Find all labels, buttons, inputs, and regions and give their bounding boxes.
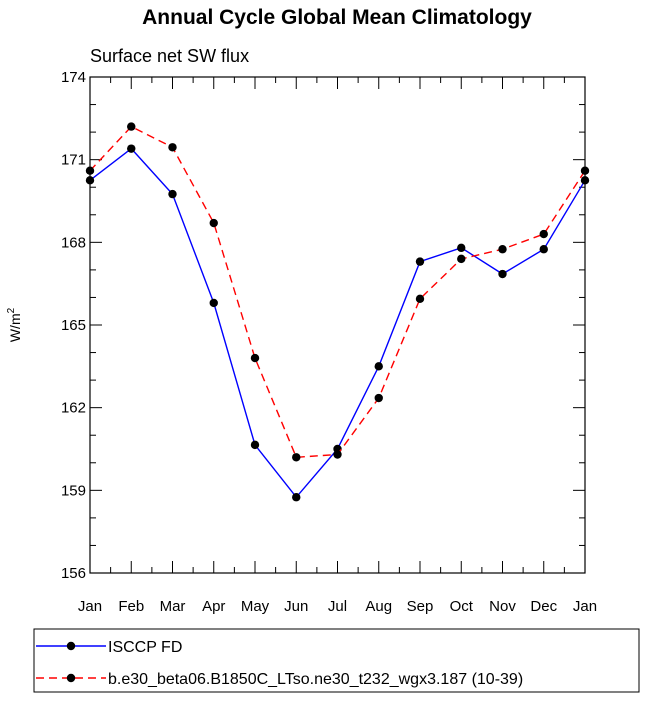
y-tick-label: 159 [61,482,86,499]
data-point [85,166,95,175]
y-tick-label: 168 [61,234,86,251]
x-tick-label: Feb [118,598,144,615]
x-tick-label: Sep [407,598,434,615]
y-tick-label: 174 [61,69,86,86]
y-tick-labels: 174 171 168 165 162 159 156 [61,69,86,582]
data-point [457,243,466,253]
data-point [209,218,218,228]
legend-marker [66,641,76,651]
series-layer [85,122,590,502]
series-line [89,125,586,459]
data-point [580,176,590,185]
data-point [539,245,548,254]
legend-marker [66,673,76,683]
data-point [374,362,383,371]
x-tick-label: Dec [530,598,557,615]
legend-box [33,628,640,693]
data-point [457,254,466,264]
x-tick-label: May [241,598,270,615]
data-point [498,245,507,254]
y-axis-label-sup: 2 [6,307,17,313]
legend: ISCCP FD b.e30_beta06.B1850C_LTso.ne30_t2… [36,639,523,688]
data-point [127,122,136,131]
axis-ticks [89,76,586,574]
data-point [168,143,177,152]
series-1 [85,144,590,502]
data-point [292,453,301,462]
data-point [580,166,590,175]
data-point [415,294,425,304]
x-tick-label: Mar [160,598,186,615]
data-point [333,450,342,459]
chart-title: Annual Cycle Global Mean Climatology [142,6,532,29]
data-point [374,393,383,403]
x-tick-label: Jun [284,598,308,615]
chart-subtitle: Surface net SW flux [90,46,249,66]
x-tick-labels: Jan Feb Mar Apr May Jun Jul Aug Sep Oct Nov Dec Jan [78,598,597,615]
data-point [209,298,218,308]
data-point [250,353,260,363]
x-tick-label: Jan [573,598,597,615]
y-tick-label: 162 [61,400,86,417]
series-2 [85,122,590,462]
data-point [127,144,136,153]
data-point [415,257,425,266]
y-tick-label: 171 [61,152,86,169]
data-point [250,440,260,450]
legend-label: ISCCP FD [108,639,182,656]
x-tick-label: Jul [328,598,347,615]
x-tick-label: Nov [489,598,516,615]
x-tick-label: Jan [78,598,102,615]
data-point [292,493,301,502]
y-axis-label: W/m2 [6,307,23,342]
data-point [539,229,548,239]
x-tick-label: Aug [365,598,392,615]
legend-label: b.e30_beta06.B1850C_LTso.ne30_t232_wgx3.… [108,671,523,688]
plot-frame [89,76,586,574]
y-axis-label-base: W/m [7,313,23,342]
data-point [85,176,95,185]
y-tick-label: 156 [61,565,86,582]
data-point [498,269,507,279]
y-tick-label: 165 [61,317,86,334]
x-tick-label: Oct [450,598,474,615]
x-tick-label: Apr [202,598,225,615]
data-point [168,189,177,199]
